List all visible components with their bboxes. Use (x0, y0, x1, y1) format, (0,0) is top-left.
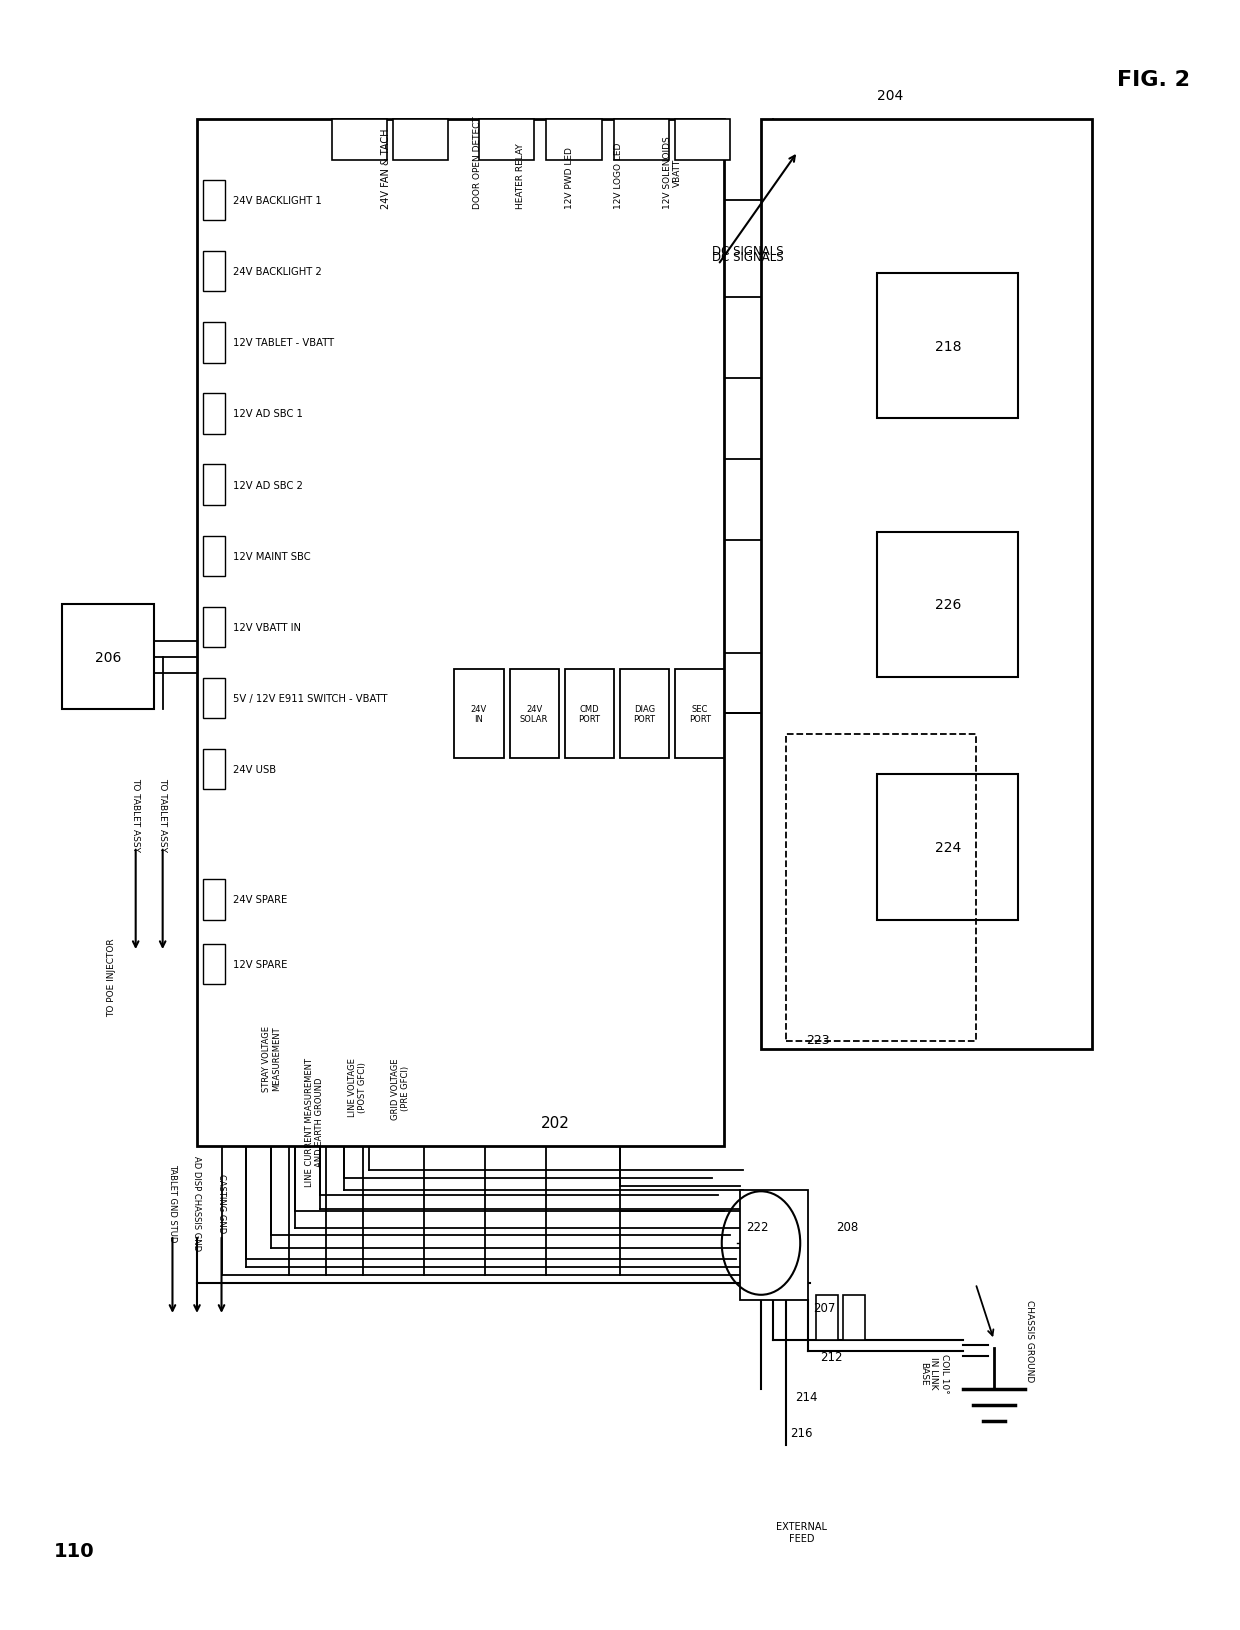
Bar (203, 251, 226, 292)
Text: 224: 224 (935, 841, 961, 854)
Text: STRAY VOLTAGE
MEASUREMENT: STRAY VOLTAGE MEASUREMENT (262, 1025, 281, 1090)
Bar (878, 531, 1018, 678)
Text: 12V SPARE: 12V SPARE (233, 960, 286, 970)
Bar (393, 121, 449, 160)
Bar (479, 121, 534, 160)
Text: 24V BACKLIGHT 1: 24V BACKLIGHT 1 (233, 196, 321, 205)
Text: 12V TABLET - VBATT: 12V TABLET - VBATT (233, 337, 334, 349)
Text: 222: 222 (746, 1221, 769, 1234)
Bar (878, 774, 1018, 919)
Text: 24V
IN: 24V IN (471, 704, 487, 724)
Text: 12V SOLENOIDS
VBATT: 12V SOLENOIDS VBATT (663, 137, 682, 209)
Text: 5V / 12V E911 SWITCH - VBATT: 5V / 12V E911 SWITCH - VBATT (233, 694, 387, 704)
Text: SEC
PORT: SEC PORT (688, 704, 711, 724)
Text: 208: 208 (836, 1221, 858, 1234)
Text: FIG. 2: FIG. 2 (1117, 70, 1190, 90)
Text: 12V VBATT IN: 12V VBATT IN (233, 623, 300, 632)
Text: TO TABLET ASSY: TO TABLET ASSY (131, 778, 140, 852)
Bar (620, 670, 670, 758)
Bar (203, 323, 226, 363)
Bar (565, 670, 614, 758)
Text: CMD
PORT: CMD PORT (578, 704, 600, 724)
Bar (547, 121, 601, 160)
Bar (455, 670, 503, 758)
Text: DC SIGNALS: DC SIGNALS (712, 244, 784, 258)
Bar (203, 536, 226, 577)
Bar (203, 678, 226, 719)
Bar (203, 181, 226, 222)
Bar (878, 274, 1018, 419)
Text: 24V FAN & TACH: 24V FAN & TACH (381, 129, 391, 209)
Text: TO TABLET ASSY: TO TABLET ASSY (159, 778, 167, 852)
Text: EXTERNAL
FEED: EXTERNAL FEED (776, 1521, 827, 1544)
Text: LINE VOLTAGE
(POST GFCI): LINE VOLTAGE (POST GFCI) (347, 1058, 367, 1117)
Text: 223: 223 (806, 1033, 830, 1046)
Bar (203, 394, 226, 435)
Text: 214: 214 (795, 1390, 817, 1403)
Text: COIL 10°
IN LINK
BASE: COIL 10° IN LINK BASE (919, 1353, 949, 1392)
Bar (332, 121, 387, 160)
Text: DC SIGNALS: DC SIGNALS (712, 251, 784, 264)
Text: 12V AD SBC 2: 12V AD SBC 2 (233, 481, 303, 491)
Bar (203, 608, 226, 647)
Bar (740, 1190, 807, 1299)
Text: 24V USB: 24V USB (233, 764, 275, 774)
Text: 12V AD SBC 1: 12V AD SBC 1 (233, 409, 303, 419)
Text: 218: 218 (935, 339, 961, 354)
Bar (843, 1294, 866, 1340)
Bar (761, 121, 1092, 1050)
Text: 24V BACKLIGHT 2: 24V BACKLIGHT 2 (233, 267, 321, 277)
Text: DOOR OPEN DETECT: DOOR OPEN DETECT (472, 116, 482, 209)
Bar (203, 944, 226, 985)
Text: TABLET GND STUD: TABLET GND STUD (167, 1164, 177, 1242)
Text: 207: 207 (813, 1301, 836, 1314)
Text: HEATER RELAY: HEATER RELAY (516, 143, 525, 209)
Text: CASTING GND: CASTING GND (217, 1174, 226, 1232)
Text: 24V SPARE: 24V SPARE (233, 895, 286, 905)
Bar (675, 670, 724, 758)
Bar (675, 121, 730, 160)
Text: 12V PWD LED: 12V PWD LED (565, 147, 574, 209)
Text: CHASSIS GROUND: CHASSIS GROUND (1024, 1299, 1034, 1381)
Text: 226: 226 (935, 598, 961, 611)
Bar (510, 670, 559, 758)
Text: 216: 216 (790, 1426, 812, 1439)
Text: LINE CURRENT MEASUREMENT
AND EARTH GROUND: LINE CURRENT MEASUREMENT AND EARTH GROUN… (305, 1058, 325, 1187)
Text: AD DISP CHASSIS GND: AD DISP CHASSIS GND (192, 1156, 201, 1250)
Text: GRID VOLTAGE
(PRE GFCI): GRID VOLTAGE (PRE GFCI) (391, 1058, 410, 1118)
Bar (203, 465, 226, 505)
Bar (785, 734, 976, 1042)
Text: 12V MAINT SBC: 12V MAINT SBC (233, 551, 310, 561)
Bar (197, 121, 724, 1146)
Bar (614, 121, 670, 160)
Text: TO POE INJECTOR: TO POE INJECTOR (107, 937, 115, 1015)
Bar (62, 605, 154, 711)
Text: 212: 212 (820, 1350, 842, 1363)
Text: 12V LOGO LED: 12V LOGO LED (614, 142, 622, 209)
Text: 202: 202 (541, 1115, 570, 1130)
Bar (203, 880, 226, 919)
Text: 24V
SOLAR: 24V SOLAR (520, 704, 548, 724)
Text: DIAG
PORT: DIAG PORT (634, 704, 656, 724)
Bar (203, 750, 226, 791)
Text: 204: 204 (877, 88, 903, 103)
Text: 110: 110 (55, 1540, 94, 1560)
Bar (816, 1294, 838, 1340)
Text: 206: 206 (95, 650, 122, 665)
